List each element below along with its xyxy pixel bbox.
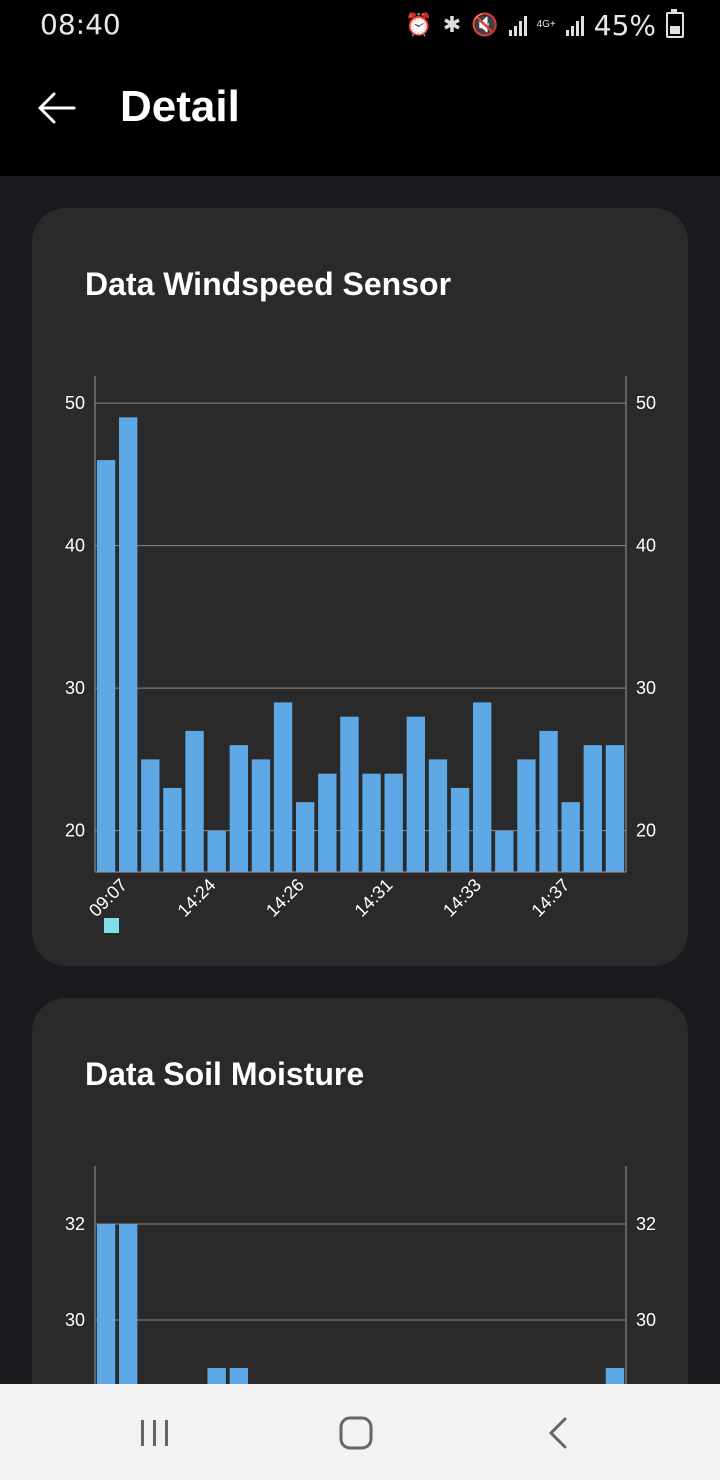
y-tick-right: 30 [636, 1310, 656, 1330]
windspeed-chart[interactable]: 20 20 30 30 40 40 50 50 09:07 14:24 14:26 14:31 14:3… [32, 208, 688, 966]
battery-percent: 45% [593, 8, 656, 42]
bar[interactable] [517, 759, 536, 872]
bar[interactable] [251, 759, 271, 872]
y-tick-left: 20 [65, 821, 85, 841]
page-title: Detail [120, 82, 240, 131]
y-tick-left: 40 [65, 536, 85, 556]
windspeed-card-title: Data Windspeed Sensor [85, 266, 452, 302]
bar[interactable] [362, 773, 381, 872]
y-tick-right: 30 [636, 678, 656, 698]
bar[interactable] [296, 802, 315, 872]
bar[interactable] [384, 773, 403, 872]
x-tick-label: 14:31 [351, 875, 397, 921]
signal-icon-2 [565, 14, 584, 36]
bar[interactable] [605, 745, 625, 872]
x-tick-label: 14:33 [439, 875, 485, 921]
y-tick-left: 30 [65, 678, 85, 698]
status-bar: 08:40 ⏰ ✱ 🔇 4G+ 45% [0, 0, 720, 50]
bar[interactable] [406, 716, 425, 872]
mute-icon: 🔇 [471, 12, 499, 37]
bar[interactable] [229, 745, 248, 872]
home-icon [339, 1416, 373, 1450]
recent-apps-icon [141, 1420, 168, 1446]
network-type: 4G+ [536, 19, 556, 30]
back-chevron-icon [548, 1417, 567, 1449]
bar[interactable] [473, 702, 492, 872]
status-time: 08:40 [40, 8, 121, 41]
y-tick-right: 40 [636, 536, 656, 556]
alarm-icon: ⏰ [405, 12, 433, 37]
x-tick-label: 09:07 [85, 875, 131, 921]
home-button[interactable] [326, 1408, 386, 1458]
nav-back-button[interactable] [528, 1408, 588, 1458]
y-tick-left: 32 [65, 1214, 85, 1234]
bar[interactable] [561, 802, 580, 872]
bar[interactable] [163, 787, 182, 872]
bar[interactable] [119, 417, 138, 872]
bar[interactable] [141, 759, 160, 872]
bar[interactable] [340, 716, 359, 872]
bar[interactable] [539, 730, 558, 872]
y-tick-left: 50 [65, 393, 85, 413]
y-tick-right: 50 [636, 393, 656, 413]
x-tick-label: 14:24 [174, 875, 220, 921]
recent-apps-button[interactable] [125, 1408, 185, 1458]
y-tick-right: 20 [636, 821, 656, 841]
soil-moisture-card-title: Data Soil Moisture [85, 1056, 365, 1092]
arrow-left-icon [38, 92, 76, 124]
bar[interactable] [207, 830, 226, 872]
bar[interactable] [185, 730, 204, 872]
bar[interactable] [495, 830, 514, 872]
bar[interactable] [96, 460, 116, 872]
bar[interactable] [428, 759, 448, 872]
y-tick-left: 30 [65, 1310, 85, 1330]
bar[interactable] [450, 787, 470, 872]
bar[interactable] [583, 745, 602, 872]
bar[interactable] [318, 773, 337, 872]
x-tick-label: 14:26 [262, 875, 308, 921]
bar[interactable] [273, 702, 293, 872]
x-tick-label: 14:37 [528, 875, 574, 921]
legend-swatch [104, 918, 119, 933]
back-button[interactable] [28, 80, 84, 136]
battery-icon [666, 9, 684, 38]
app-bar: Detail [0, 50, 720, 176]
bluetooth-icon: ✱ [442, 12, 462, 37]
system-nav-bar [0, 1384, 720, 1480]
windspeed-card: Data Windspeed Sensor 20 20 30 30 40 40 50 50 09… [32, 208, 688, 966]
status-icons: ⏰ ✱ 🔇 4G+ 45% [405, 8, 684, 42]
y-tick-right: 32 [636, 1214, 656, 1234]
signal-icon [508, 14, 527, 36]
